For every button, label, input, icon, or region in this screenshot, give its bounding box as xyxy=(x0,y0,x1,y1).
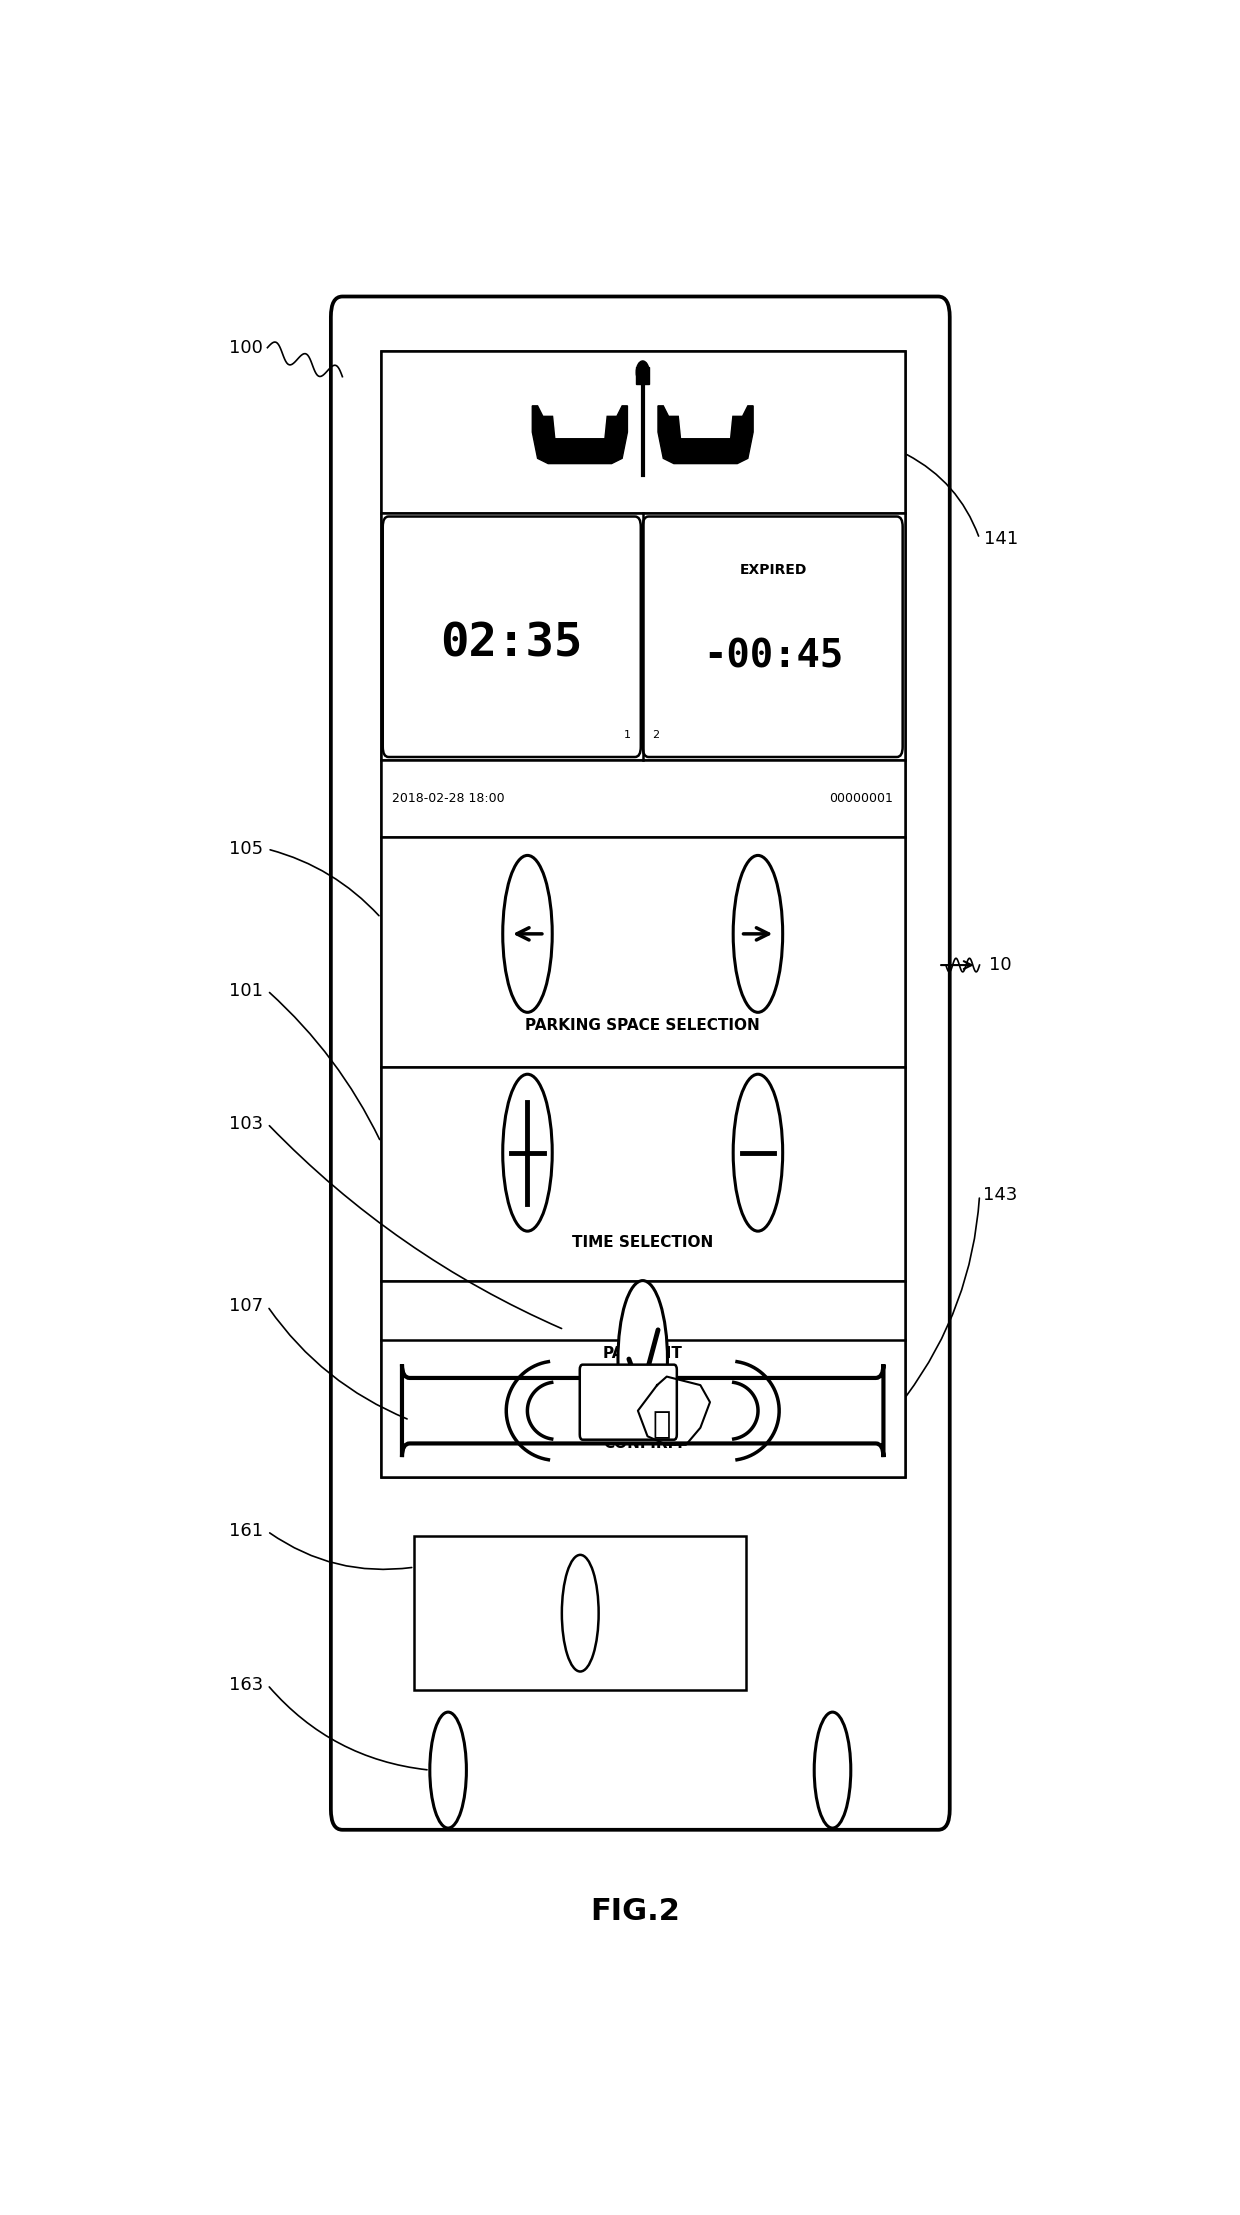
Bar xyxy=(381,760,904,837)
Text: 101: 101 xyxy=(229,981,263,999)
Polygon shape xyxy=(532,405,627,463)
Text: TIME SELECTION: TIME SELECTION xyxy=(572,1234,713,1249)
Text: 00000001: 00000001 xyxy=(830,793,893,806)
Text: 1: 1 xyxy=(577,443,583,452)
FancyBboxPatch shape xyxy=(383,516,641,758)
Ellipse shape xyxy=(562,1555,599,1672)
Ellipse shape xyxy=(502,855,552,1012)
Text: PAYMENT: PAYMENT xyxy=(603,1347,683,1362)
Bar xyxy=(414,1537,746,1690)
Ellipse shape xyxy=(430,1712,466,1827)
Text: 103: 103 xyxy=(229,1114,263,1132)
Text: 143: 143 xyxy=(983,1187,1018,1205)
Text: CONFIRM: CONFIRM xyxy=(603,1435,682,1451)
Text: EXPIRED: EXPIRED xyxy=(740,563,807,576)
Bar xyxy=(636,368,650,385)
Polygon shape xyxy=(680,412,732,436)
Text: 161: 161 xyxy=(229,1522,263,1539)
Text: -00:45: -00:45 xyxy=(703,638,843,676)
Text: PARKING SPACE SELECTION: PARKING SPACE SELECTION xyxy=(526,1019,760,1034)
Bar xyxy=(381,350,904,1340)
Ellipse shape xyxy=(733,855,782,1012)
Ellipse shape xyxy=(815,1712,851,1827)
Text: 105: 105 xyxy=(229,839,263,857)
Text: 2: 2 xyxy=(702,443,709,452)
Text: 107: 107 xyxy=(229,1298,263,1316)
FancyBboxPatch shape xyxy=(331,297,950,1830)
Bar xyxy=(381,1280,904,1477)
Ellipse shape xyxy=(618,1280,667,1438)
Ellipse shape xyxy=(502,1074,552,1232)
Text: 02:35: 02:35 xyxy=(440,622,583,667)
Text: 2018-02-28 18:00: 2018-02-28 18:00 xyxy=(392,793,505,806)
Text: 2: 2 xyxy=(652,731,660,740)
Text: 100: 100 xyxy=(229,339,263,357)
Ellipse shape xyxy=(733,1074,782,1232)
FancyBboxPatch shape xyxy=(402,1364,883,1457)
Bar xyxy=(381,1340,904,1477)
Text: 10: 10 xyxy=(990,957,1012,975)
Text: 163: 163 xyxy=(229,1677,263,1694)
Polygon shape xyxy=(553,412,606,436)
Text: 1: 1 xyxy=(624,731,631,740)
Circle shape xyxy=(636,361,650,383)
FancyBboxPatch shape xyxy=(580,1364,677,1440)
Bar xyxy=(381,1068,904,1280)
Bar xyxy=(381,837,904,1068)
FancyBboxPatch shape xyxy=(642,516,903,758)
Text: 141: 141 xyxy=(983,529,1018,547)
Text: ✋: ✋ xyxy=(652,1409,671,1440)
Polygon shape xyxy=(658,405,753,463)
Bar xyxy=(381,350,904,514)
Bar xyxy=(381,514,904,760)
Text: FIG.2: FIG.2 xyxy=(590,1898,681,1927)
